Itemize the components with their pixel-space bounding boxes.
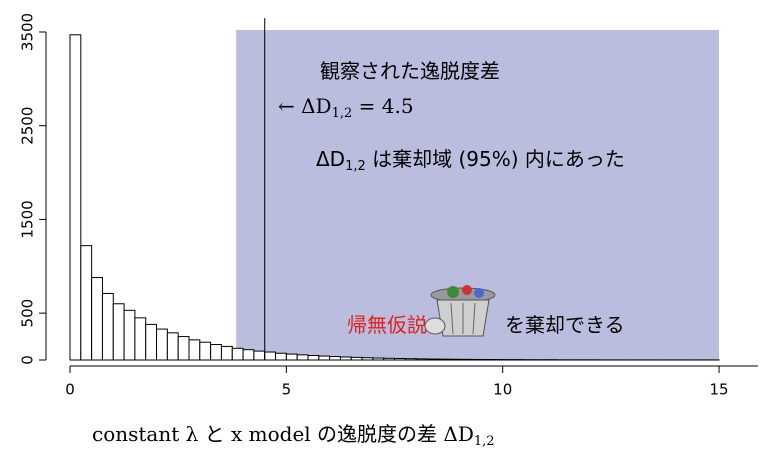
y-tick-label: 1500 <box>19 200 37 238</box>
bar <box>124 310 135 360</box>
annotation: 観察された逸脱度差 <box>320 59 500 83</box>
text-part: は棄却域 (95%) 内にあった <box>366 147 625 171</box>
text-part: ← ΔD <box>278 94 332 118</box>
bar <box>416 359 427 360</box>
bar <box>232 348 243 360</box>
bar <box>308 356 319 360</box>
x-axis-label: constant λ と x model の逸脱度の差 ΔD1,2 <box>92 422 495 449</box>
bar <box>362 358 373 360</box>
bar <box>319 356 330 360</box>
x-tick-label: 15 <box>710 381 729 399</box>
bar <box>254 351 265 360</box>
bar <box>157 329 168 360</box>
bar <box>297 355 308 360</box>
bar <box>135 318 146 360</box>
bar <box>330 357 341 360</box>
bar <box>373 358 384 360</box>
bar <box>286 354 297 360</box>
bar <box>243 350 254 360</box>
text-part: を棄却できる <box>505 313 625 337</box>
text-part: ΔD <box>316 147 345 171</box>
bar <box>102 293 113 360</box>
bar <box>395 359 406 360</box>
bar <box>200 342 211 360</box>
x-tick-label: 0 <box>65 381 75 399</box>
bar <box>81 246 92 360</box>
bar <box>470 359 481 360</box>
bar <box>178 337 189 360</box>
bar <box>211 345 222 360</box>
subscript: 1,2 <box>332 106 353 121</box>
bar <box>340 357 351 360</box>
y-tick-label: 500 <box>19 299 37 328</box>
text-part: = 4.5 <box>352 94 413 118</box>
bar <box>167 333 178 360</box>
text-part: constant λ と x model の逸脱度の差 ΔD <box>92 422 474 446</box>
bar <box>92 278 103 360</box>
bar <box>351 357 362 360</box>
bar <box>146 324 157 360</box>
subscript: 1,2 <box>474 434 495 449</box>
bar <box>221 346 232 360</box>
y-tick-label: 0 <box>19 355 37 365</box>
bar <box>276 353 287 360</box>
x-tick-label: 10 <box>493 381 512 399</box>
y-tick-label: 2500 <box>19 107 37 145</box>
bar <box>427 359 438 360</box>
subscript: 1,2 <box>345 159 366 174</box>
bar <box>70 35 81 360</box>
bar <box>265 352 276 360</box>
bar <box>459 359 470 360</box>
y-tick-label: 3500 <box>19 13 37 51</box>
text-part: 観察された逸脱度差 <box>320 59 500 83</box>
bar <box>449 359 460 360</box>
bar <box>189 340 200 360</box>
x-tick-label: 5 <box>282 381 292 399</box>
bar <box>438 359 449 360</box>
bar <box>405 359 416 360</box>
bar <box>384 358 395 360</box>
bar <box>113 304 124 360</box>
text-part: 帰無仮説 <box>347 313 427 337</box>
